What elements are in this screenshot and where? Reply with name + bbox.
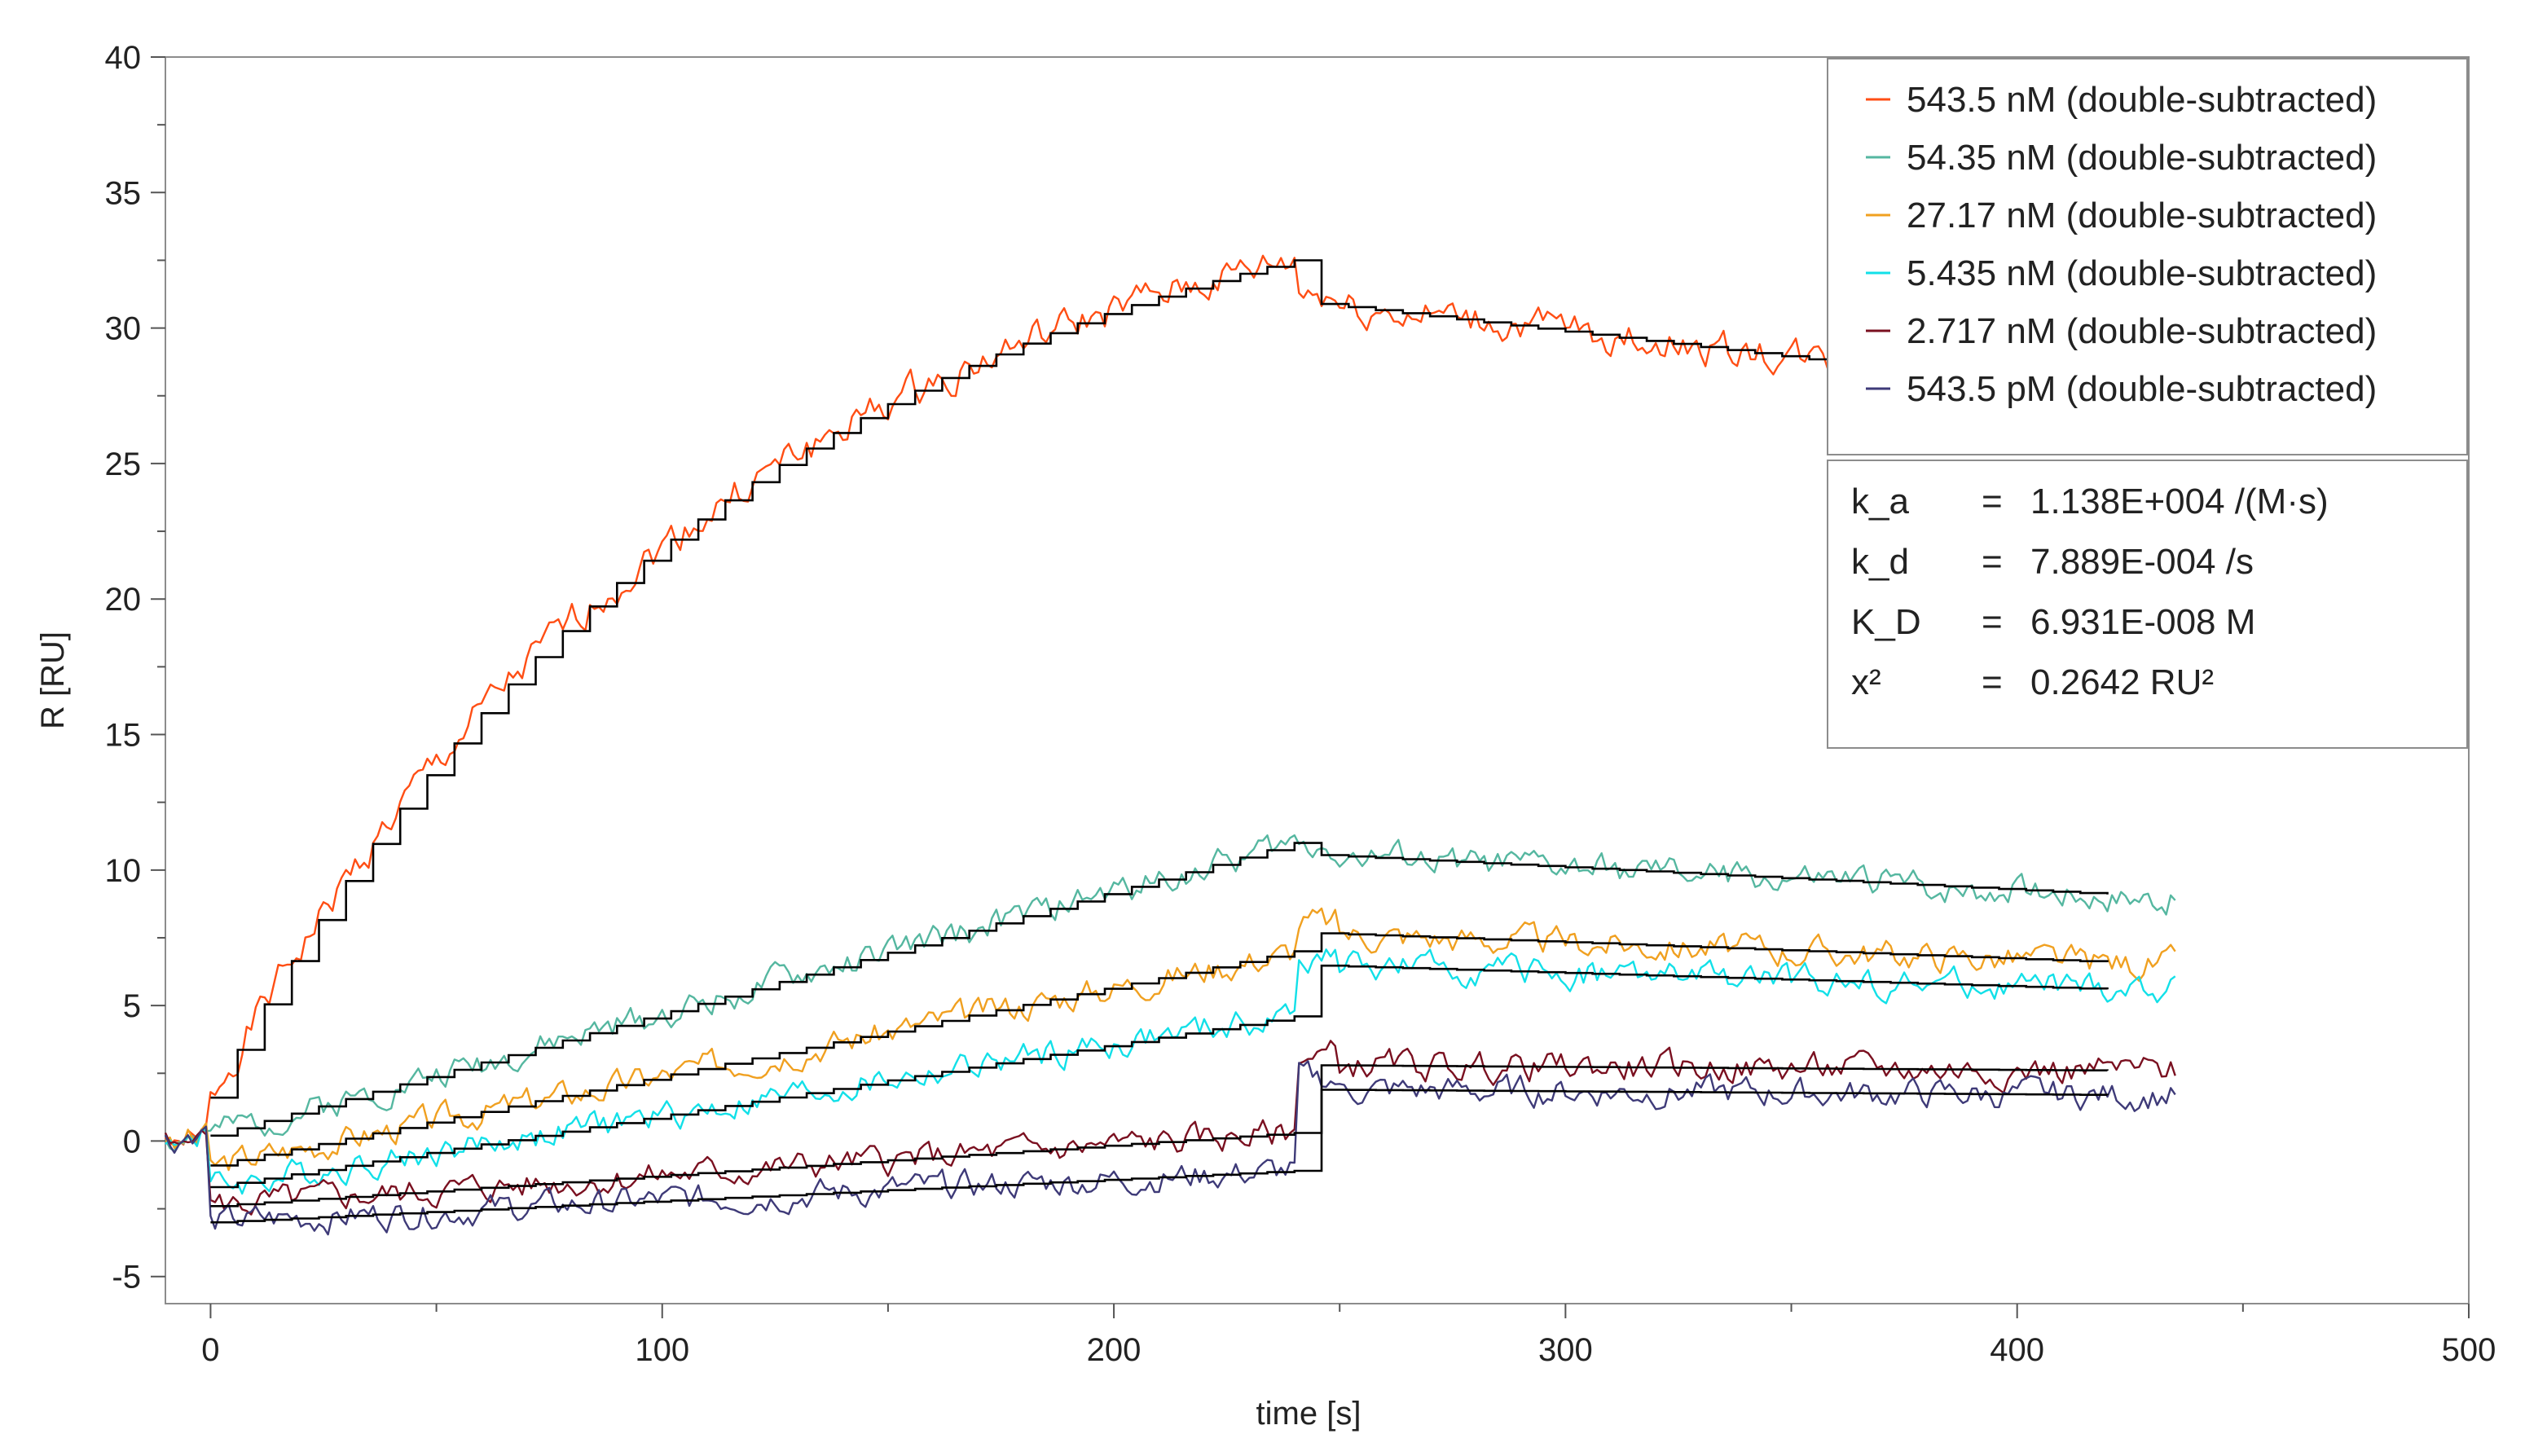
plot-area-frame [165,56,2470,1304]
y-axis: -5 0 5 10 15 20 25 30 35 40 [105,40,165,1295]
x-tick-label: 200 [1087,1332,1142,1368]
fit-parameters-rows: k_a = 1.138E+004 /(M·s) k_d = 7.889E-004 /s K_… [1851,482,2329,702]
series-trace-4 [165,948,2176,1195]
y-tick-label: 15 [105,718,142,754]
param-name: x² [1851,662,1881,702]
legend-items: 543.5 nM (double-subtracted) 54.35 nM (do… [1866,80,2377,409]
y-tick-label: 5 [123,988,141,1024]
x-tick-label: 500 [2442,1332,2496,1368]
param-equals: = [1982,662,2003,702]
series-trace-5 [164,1040,2176,1216]
param-equals: = [1982,482,2003,521]
param-value: 7.889E-004 /s [2030,542,2254,582]
legend-label: 2.717 nM (double-subtracted) [1907,311,2377,351]
x-axis: 0 100 200 300 400 500 [201,1304,2496,1368]
param-value: 6.931E-008 M [2030,602,2255,642]
fit-lines-layer [210,259,2109,1224]
fit-line-6 [210,1089,2109,1224]
y-tick-label: 40 [105,40,142,76]
param-name: k_a [1851,482,1909,521]
y-tick-label: 35 [105,175,142,211]
fit-line-2 [210,842,2109,1137]
fit-line-5 [210,1064,2109,1207]
x-tick-label: 400 [1990,1332,2044,1368]
param-name: K_D [1851,602,1921,642]
x-tick-label: 0 [201,1332,219,1368]
fit-parameters: k_a = 1.138E+004 /(M·s) k_d = 7.889E-004 /s K_… [1827,460,2468,749]
legend-label: 27.17 nM (double-subtracted) [1907,196,2377,235]
param-equals: = [1982,542,2003,582]
series-trace-3 [165,907,2176,1172]
x-tick-label: 300 [1538,1332,1593,1368]
param-name: k_d [1851,542,1909,582]
y-tick-label: 20 [105,582,142,618]
y-axis-title: R [RU] [35,631,71,729]
legend-label: 5.435 nM (double-subtracted) [1907,253,2377,293]
legend-box [1827,58,2468,455]
param-value: 1.138E+004 /(M·s) [2030,482,2329,521]
fit-line-3 [210,932,2109,1167]
legend-label: 54.35 nM (double-subtracted) [1907,138,2377,178]
legend-label: 543.5 pM (double-subtracted) [1907,369,2377,409]
series-trace-6 [164,1060,2176,1236]
y-tick-label: 0 [123,1124,141,1159]
param-equals: = [1982,602,2003,642]
legend-label: 543.5 nM (double-subtracted) [1907,80,2377,120]
legend: 543.5 nM (double-subtracted) 54.35 nM (do… [1827,58,2468,455]
fit-parameters-box [1827,460,2468,749]
y-tick-label: 30 [105,311,142,347]
y-tick-label: 25 [105,446,142,482]
y-tick-label: 10 [105,853,142,889]
fit-line-1 [210,259,2109,1099]
param-value: 0.2642 RU² [2030,662,2214,702]
fit-line-4 [210,964,2109,1189]
x-tick-label: 100 [635,1332,689,1368]
y-tick-label: -5 [112,1260,141,1295]
x-axis-title: time [s] [1256,1396,1361,1432]
